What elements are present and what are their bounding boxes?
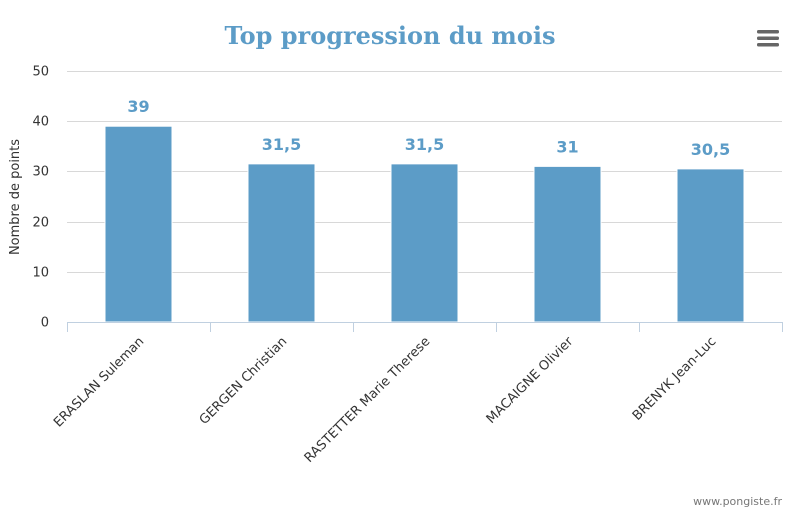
category-labels: ERASLAN Suleman GERGEN Christian RASTETTER… <box>51 334 719 466</box>
bar[interactable] <box>247 163 316 323</box>
category-label: RASTETTER Marie Therese <box>302 334 434 466</box>
credits-link[interactable]: www.pongiste.fr <box>693 495 782 508</box>
hamburger-menu-icon[interactable] <box>757 30 779 47</box>
bar[interactable] <box>104 125 173 323</box>
category-label: BRENYK Jean-Luc <box>630 334 720 424</box>
data-label: 31,5 <box>405 135 444 154</box>
x-axis <box>67 322 783 332</box>
y-axis-ticks: 0 10 20 30 40 50 <box>32 65 49 331</box>
data-labels: 39 31,5 31,5 31 30,5 <box>127 97 730 159</box>
bars <box>104 125 745 323</box>
category-label: MACAIGNE Olivier <box>484 334 577 427</box>
y-tick-label: 0 <box>41 316 49 331</box>
y-tick-label: 50 <box>32 65 49 80</box>
y-tick-label: 40 <box>32 115 49 130</box>
category-label: GERGEN Christian <box>197 334 291 428</box>
bar[interactable] <box>533 165 602 323</box>
y-tick-label: 20 <box>32 216 49 231</box>
y-tick-label: 30 <box>32 165 49 180</box>
y-axis-title: Nombre de points <box>8 139 23 255</box>
data-label: 39 <box>127 97 149 116</box>
data-label: 31 <box>556 137 578 156</box>
chart-title: Top progression du mois <box>225 21 556 50</box>
bar[interactable] <box>390 163 459 323</box>
category-label: ERASLAN Suleman <box>51 334 147 430</box>
data-label: 30,5 <box>691 140 730 159</box>
bar[interactable] <box>676 168 745 323</box>
y-tick-label: 10 <box>32 266 49 281</box>
data-label: 31,5 <box>262 135 301 154</box>
